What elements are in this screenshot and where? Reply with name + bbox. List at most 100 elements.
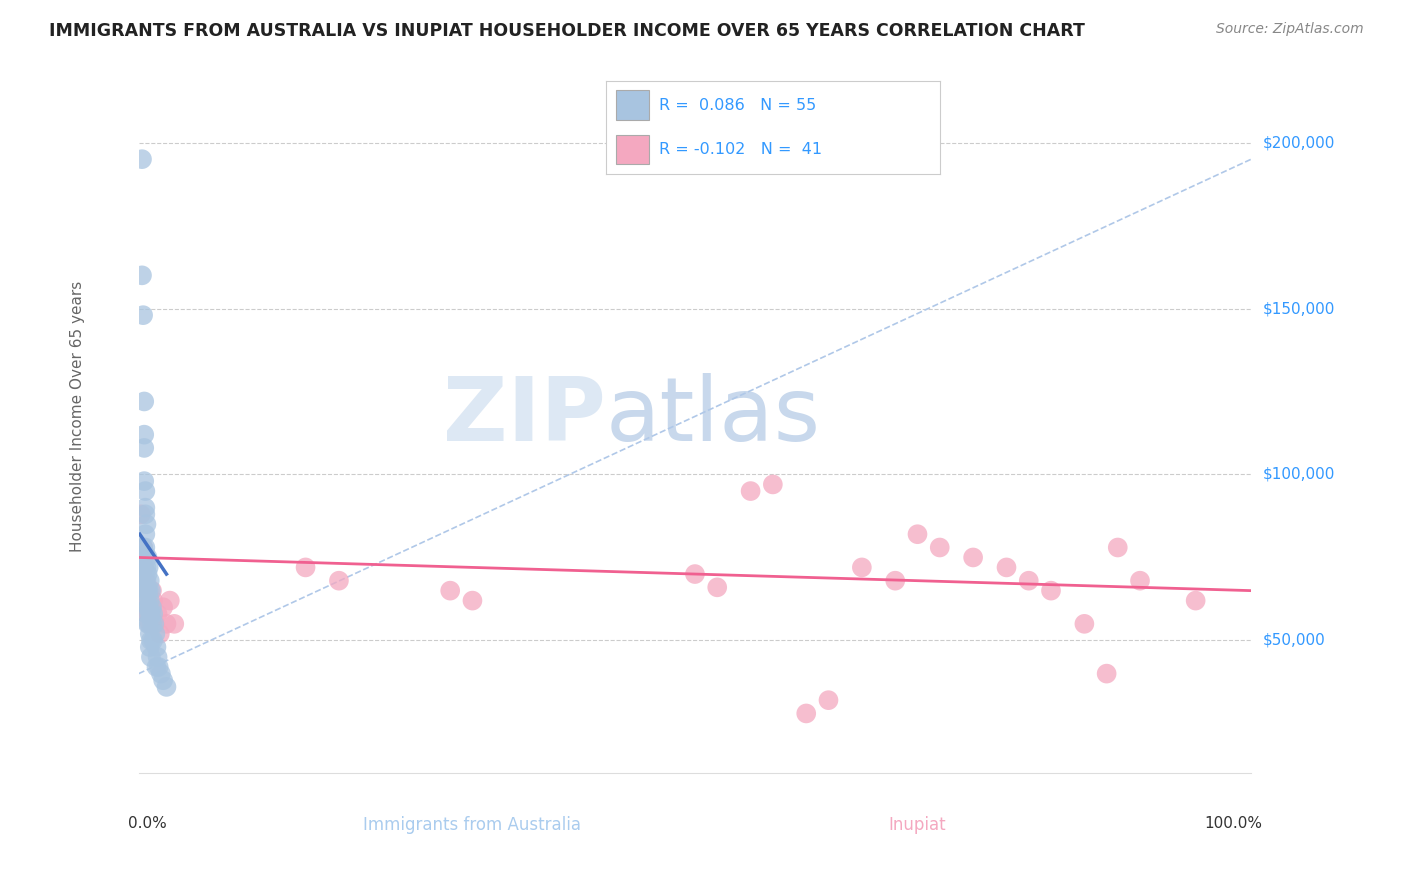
Point bbox=[134, 560, 156, 574]
Point bbox=[1040, 583, 1063, 598]
Point bbox=[135, 574, 157, 588]
Point bbox=[134, 508, 156, 522]
Point bbox=[138, 607, 160, 621]
Point bbox=[884, 574, 907, 588]
Point bbox=[1107, 541, 1129, 555]
Point bbox=[134, 547, 156, 561]
Point bbox=[132, 541, 155, 555]
Point bbox=[139, 633, 162, 648]
Point bbox=[155, 680, 177, 694]
Point bbox=[135, 583, 157, 598]
Point bbox=[131, 152, 153, 166]
Point bbox=[145, 660, 167, 674]
Point bbox=[129, 574, 152, 588]
Point bbox=[135, 517, 157, 532]
Point bbox=[132, 541, 155, 555]
Point bbox=[740, 484, 762, 499]
Point bbox=[134, 527, 156, 541]
Point bbox=[683, 567, 706, 582]
Point bbox=[148, 660, 170, 674]
Text: $150,000: $150,000 bbox=[1263, 301, 1334, 316]
Point bbox=[995, 560, 1018, 574]
Point bbox=[135, 607, 157, 621]
Point bbox=[131, 268, 153, 283]
Point bbox=[135, 607, 157, 621]
Point bbox=[1018, 574, 1040, 588]
Point bbox=[1073, 616, 1095, 631]
Text: $100,000: $100,000 bbox=[1263, 467, 1334, 482]
Point bbox=[141, 616, 163, 631]
Point bbox=[134, 541, 156, 555]
Point bbox=[294, 560, 316, 574]
Point bbox=[134, 441, 156, 455]
Point bbox=[136, 593, 159, 607]
Point bbox=[155, 616, 177, 631]
Point bbox=[129, 583, 152, 598]
Point bbox=[907, 527, 929, 541]
Point bbox=[762, 477, 785, 491]
Point bbox=[139, 574, 162, 588]
Point bbox=[143, 616, 166, 631]
Point bbox=[142, 593, 165, 607]
Text: Immigrants from Australia: Immigrants from Australia bbox=[364, 816, 582, 834]
Point bbox=[1095, 666, 1118, 681]
Point bbox=[139, 616, 162, 631]
Point bbox=[136, 550, 159, 565]
Point bbox=[794, 706, 817, 721]
Point bbox=[163, 616, 186, 631]
Point bbox=[136, 616, 159, 631]
Point bbox=[962, 550, 984, 565]
Point bbox=[139, 627, 162, 641]
Point bbox=[851, 560, 873, 574]
Text: 100.0%: 100.0% bbox=[1205, 816, 1263, 831]
Point bbox=[134, 484, 156, 499]
Point bbox=[817, 693, 839, 707]
Point bbox=[134, 394, 156, 409]
Point bbox=[439, 583, 461, 598]
Point bbox=[141, 600, 163, 615]
Point bbox=[139, 607, 162, 621]
Text: $50,000: $50,000 bbox=[1263, 633, 1324, 648]
Point bbox=[928, 541, 950, 555]
Point bbox=[159, 593, 181, 607]
Point bbox=[149, 627, 172, 641]
Point bbox=[135, 583, 157, 598]
Point bbox=[152, 600, 174, 615]
Text: atlas: atlas bbox=[606, 373, 821, 460]
Point bbox=[129, 508, 152, 522]
Point bbox=[142, 633, 165, 648]
Point bbox=[136, 583, 159, 598]
Point bbox=[139, 650, 162, 665]
Point bbox=[138, 560, 160, 574]
Point bbox=[143, 616, 166, 631]
Point bbox=[138, 583, 160, 598]
Point bbox=[134, 574, 156, 588]
Point bbox=[136, 600, 159, 615]
Point bbox=[134, 474, 156, 488]
Point bbox=[143, 627, 166, 641]
Point bbox=[134, 560, 156, 574]
Point bbox=[135, 560, 157, 574]
Point bbox=[134, 427, 156, 442]
Point bbox=[132, 308, 155, 322]
Point bbox=[139, 607, 162, 621]
Point bbox=[149, 666, 172, 681]
Text: ZIP: ZIP bbox=[443, 373, 606, 460]
Text: IMMIGRANTS FROM AUSTRALIA VS INUPIAT HOUSEHOLDER INCOME OVER 65 YEARS CORRELATIO: IMMIGRANTS FROM AUSTRALIA VS INUPIAT HOU… bbox=[49, 22, 1085, 40]
Point bbox=[138, 600, 160, 615]
Point bbox=[134, 500, 156, 515]
Point bbox=[706, 580, 728, 594]
Point bbox=[145, 640, 167, 654]
Point bbox=[1129, 574, 1152, 588]
Text: Inupiat: Inupiat bbox=[889, 816, 946, 834]
Point bbox=[146, 607, 169, 621]
Point bbox=[136, 567, 159, 582]
Point bbox=[139, 583, 162, 598]
Point bbox=[135, 593, 157, 607]
Point bbox=[328, 574, 350, 588]
Point bbox=[152, 673, 174, 688]
Point bbox=[139, 593, 162, 607]
Text: $200,000: $200,000 bbox=[1263, 135, 1334, 150]
Point bbox=[138, 616, 160, 631]
Point bbox=[146, 650, 169, 665]
